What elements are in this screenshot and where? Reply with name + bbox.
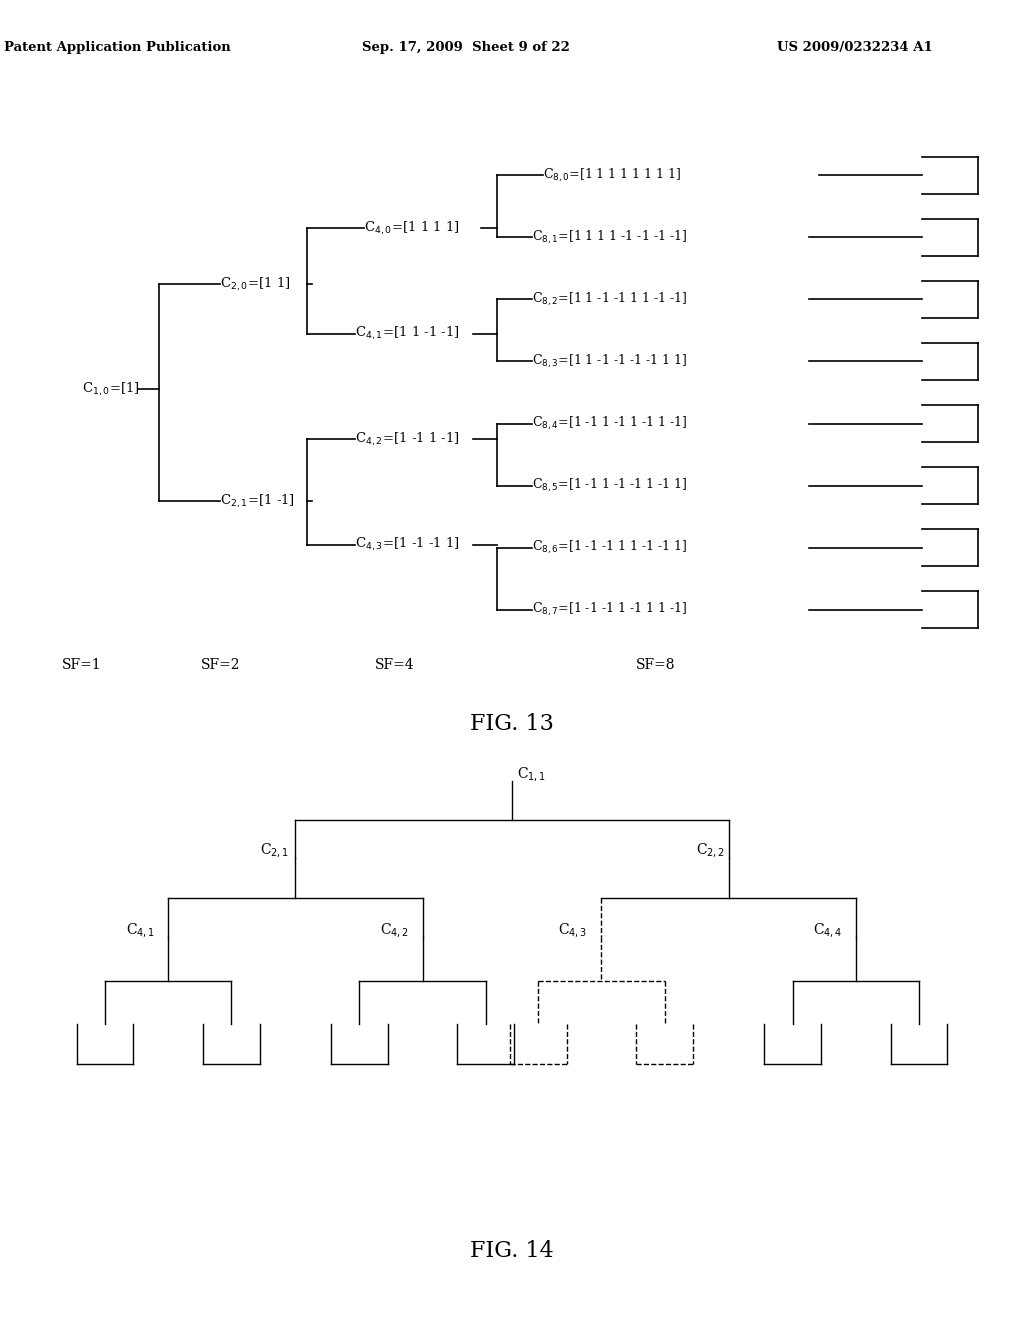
- Text: SF=1: SF=1: [62, 659, 101, 672]
- Text: C$_{4,3}$=[1 -1 -1 1]: C$_{4,3}$=[1 -1 -1 1]: [355, 536, 460, 553]
- Text: C$_{8,4}$=[1 -1 1 -1 1 -1 1 -1]: C$_{8,4}$=[1 -1 1 -1 1 -1 1 -1]: [532, 414, 687, 432]
- Text: C$_{8,1}$=[1 1 1 1 -1 -1 -1 -1]: C$_{8,1}$=[1 1 1 1 -1 -1 -1 -1]: [532, 228, 687, 246]
- Text: C$_{4,0}$=[1 1 1 1]: C$_{4,0}$=[1 1 1 1]: [364, 219, 460, 236]
- Text: FIG. 13: FIG. 13: [470, 713, 554, 735]
- Text: US 2009/0232234 A1: US 2009/0232234 A1: [777, 41, 933, 54]
- Text: C$_{1,0}$=[1]: C$_{1,0}$=[1]: [82, 380, 140, 399]
- Text: C$_{2,2}$: C$_{2,2}$: [695, 841, 725, 859]
- Text: C$_{8,0}$=[1 1 1 1 1 1 1 1]: C$_{8,0}$=[1 1 1 1 1 1 1 1]: [543, 166, 681, 183]
- Text: C$_{8,3}$=[1 1 -1 -1 -1 -1 1 1]: C$_{8,3}$=[1 1 -1 -1 -1 -1 1 1]: [532, 352, 687, 370]
- Text: C$_{4,2}$: C$_{4,2}$: [380, 921, 410, 940]
- Text: C$_{2,1}$=[1 -1]: C$_{2,1}$=[1 -1]: [220, 492, 295, 510]
- Text: C$_{2,0}$=[1 1]: C$_{2,0}$=[1 1]: [220, 276, 291, 293]
- Text: C$_{8,6}$=[1 -1 -1 1 1 -1 -1 1]: C$_{8,6}$=[1 -1 -1 1 1 -1 -1 1]: [532, 539, 687, 556]
- Text: C$_{8,7}$=[1 -1 -1 1 -1 1 1 -1]: C$_{8,7}$=[1 -1 -1 1 -1 1 1 -1]: [532, 601, 687, 618]
- Text: C$_{4,2}$=[1 -1 1 -1]: C$_{4,2}$=[1 -1 1 -1]: [355, 430, 460, 447]
- Text: C$_{4,1}$: C$_{4,1}$: [126, 921, 155, 940]
- Text: Patent Application Publication: Patent Application Publication: [4, 41, 231, 54]
- Text: SF=2: SF=2: [201, 659, 240, 672]
- Text: C$_{8,2}$=[1 1 -1 -1 1 1 -1 -1]: C$_{8,2}$=[1 1 -1 -1 1 1 -1 -1]: [532, 290, 687, 308]
- Text: C$_{1,1}$: C$_{1,1}$: [517, 764, 546, 783]
- Text: SF=8: SF=8: [636, 659, 675, 672]
- Text: SF=4: SF=4: [375, 659, 414, 672]
- Text: C$_{2,1}$: C$_{2,1}$: [259, 841, 289, 859]
- Text: C$_{4,4}$: C$_{4,4}$: [813, 921, 843, 940]
- Text: C$_{8,5}$=[1 -1 1 -1 -1 1 -1 1]: C$_{8,5}$=[1 -1 1 -1 -1 1 -1 1]: [532, 477, 687, 494]
- Text: C$_{4,1}$=[1 1 -1 -1]: C$_{4,1}$=[1 1 -1 -1]: [355, 325, 460, 342]
- Text: C$_{4,3}$: C$_{4,3}$: [558, 921, 588, 940]
- Text: Sep. 17, 2009  Sheet 9 of 22: Sep. 17, 2009 Sheet 9 of 22: [361, 41, 570, 54]
- Text: FIG. 14: FIG. 14: [470, 1241, 554, 1262]
